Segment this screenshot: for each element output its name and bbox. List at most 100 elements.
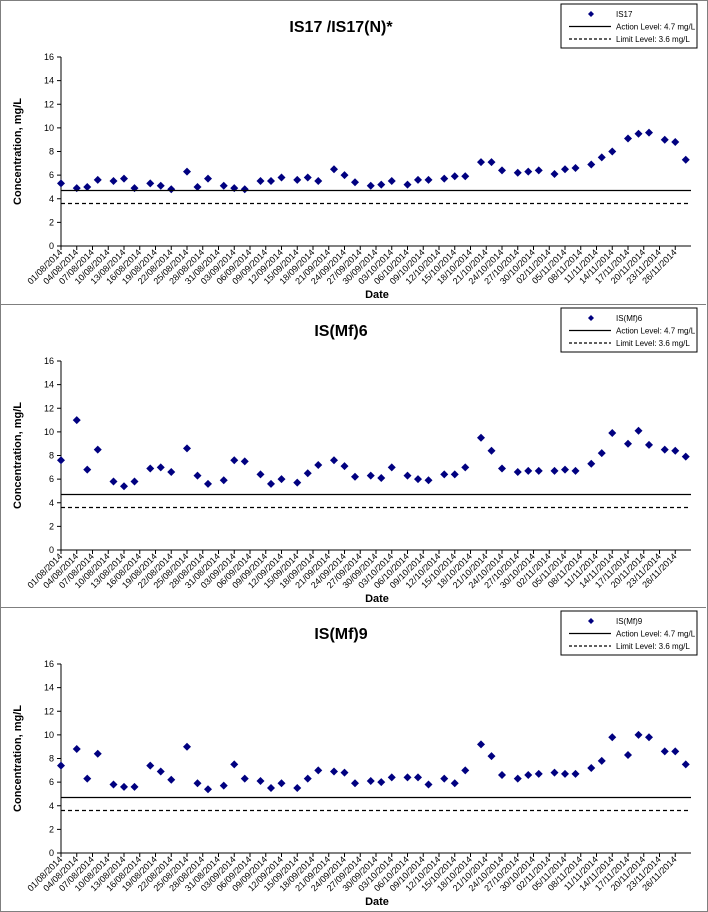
data-point-marker	[146, 179, 155, 188]
data-point-marker	[57, 456, 65, 465]
chart-panel-is-mf6: IS(Mf)6 0 2 4 6 8 10 12 14 16 01/08/2014 04/08/2014…	[1, 305, 706, 607]
y-tick-label: 8	[49, 754, 54, 764]
legend-entry-label: Action Level: 4.7 mg/L	[616, 327, 696, 336]
data-point-marker	[204, 785, 212, 794]
data-point-marker	[660, 747, 669, 756]
legend-marker	[588, 618, 594, 624]
data-point-marker	[450, 172, 459, 181]
data-point-marker	[366, 471, 375, 480]
data-point-marker	[587, 459, 596, 468]
data-point-marker	[513, 468, 522, 477]
y-tick-label: 2	[49, 217, 54, 227]
chart-is-mf9: IS(Mf)9024681012141601/08/201404/08/2014…	[12, 610, 698, 908]
data-point-marker	[351, 472, 359, 481]
y-tick-label: 12	[44, 99, 54, 109]
data-point-marker	[498, 166, 506, 175]
data-point-marker	[293, 175, 302, 184]
y-tick-label: 12	[44, 706, 54, 716]
data-point-marker	[293, 478, 302, 487]
data-point-marker	[83, 182, 92, 191]
data-point-marker	[240, 185, 249, 194]
data-point-marker	[340, 171, 349, 180]
data-point-marker	[660, 135, 669, 144]
chart-title: IS(Mf)6	[314, 323, 367, 340]
data-point-marker	[183, 444, 191, 453]
data-point-marker	[351, 178, 359, 187]
y-axis-title: Concentration, mg/L	[12, 402, 24, 509]
data-point-marker	[130, 782, 139, 791]
data-point-marker	[230, 760, 239, 769]
data-point-marker	[377, 180, 386, 189]
data-point-marker	[314, 766, 323, 775]
data-point-marker	[461, 766, 470, 775]
y-tick-label: 16	[44, 52, 54, 62]
data-point-marker	[561, 465, 569, 474]
data-point-marker	[424, 780, 433, 789]
data-point-marker	[498, 464, 506, 473]
data-point-marker	[256, 177, 265, 186]
data-point-marker	[183, 742, 191, 751]
chart-is-mf6: IS(Mf)6024681012141601/08/201404/08/2014…	[12, 307, 698, 605]
data-point-marker	[477, 158, 485, 167]
data-point-marker	[340, 768, 349, 777]
data-point-marker	[219, 181, 228, 190]
data-point-marker	[387, 177, 396, 186]
data-point-marker	[72, 416, 81, 425]
legend-entry-label: Limit Level: 3.6 mg/L	[616, 339, 690, 348]
legend-entry-label: Limit Level: 3.6 mg/L	[616, 642, 690, 651]
data-point-marker	[634, 426, 643, 435]
y-tick-label: 10	[44, 427, 54, 437]
data-point-marker	[477, 433, 485, 442]
data-point-marker	[330, 165, 338, 174]
data-point-marker	[524, 167, 533, 176]
data-point-marker	[230, 456, 239, 465]
data-point-marker	[450, 779, 459, 788]
y-tick-label: 14	[44, 76, 54, 86]
panel-divider	[1, 304, 706, 305]
data-point-marker	[240, 774, 249, 783]
data-point-marker	[597, 153, 606, 162]
chart-title: IS(Mf)9	[314, 626, 367, 643]
data-point-marker	[303, 173, 312, 182]
data-point-marker	[267, 784, 275, 793]
data-point-marker	[534, 466, 543, 475]
x-axis-title: Date	[365, 289, 389, 301]
data-point-marker	[366, 776, 375, 785]
data-point-marker	[256, 470, 265, 479]
data-point-marker	[681, 155, 690, 164]
data-point-marker	[156, 181, 165, 190]
data-point-marker	[277, 475, 286, 484]
data-point-marker	[340, 462, 349, 471]
data-point-marker	[681, 760, 690, 769]
data-point-marker	[587, 160, 596, 169]
data-point-marker	[377, 778, 386, 787]
x-axis-title: Date	[365, 896, 389, 908]
y-tick-label: 4	[49, 194, 54, 204]
data-point-marker	[387, 463, 396, 472]
legend-entry-label: Action Level: 4.7 mg/L	[616, 23, 696, 32]
data-point-marker	[414, 475, 422, 484]
data-point-marker	[477, 740, 485, 749]
data-point-marker	[461, 172, 470, 181]
y-tick-label: 8	[49, 147, 54, 157]
data-point-marker	[57, 761, 65, 770]
data-point-marker	[645, 440, 653, 449]
data-point-marker	[109, 477, 118, 486]
data-point-marker	[240, 457, 249, 466]
y-axis-title: Concentration, mg/L	[12, 98, 24, 205]
data-point-marker	[156, 767, 165, 776]
y-tick-label: 12	[44, 403, 54, 413]
data-point-marker	[587, 763, 596, 772]
legend-entry-label: IS17	[616, 10, 633, 19]
data-point-marker	[93, 175, 102, 184]
data-point-marker	[193, 182, 202, 191]
y-tick-label: 2	[49, 824, 54, 834]
data-point-marker	[487, 752, 496, 761]
data-point-marker	[597, 449, 606, 458]
data-point-marker	[634, 730, 643, 739]
data-point-marker	[120, 782, 128, 791]
data-point-marker	[403, 471, 412, 480]
legend-entry-label: IS(Mf)9	[616, 617, 643, 626]
data-point-marker	[524, 771, 533, 780]
chart-panel-is-mf9: IS(Mf)9 0 2 4 6 8 10 12 14 16 01/08/2014 04/08/2014…	[1, 608, 706, 910]
